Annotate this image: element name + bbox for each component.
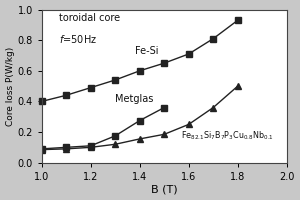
Text: Fe-Si: Fe-Si <box>135 46 158 56</box>
Text: $f$=50Hz: $f$=50Hz <box>59 33 97 45</box>
Text: Fe$_{82.1}$Si$_{7}$B$_{7}$P$_{3}$Cu$_{0.8}$Nb$_{0.1}$: Fe$_{82.1}$Si$_{7}$B$_{7}$P$_{3}$Cu$_{0.… <box>182 130 274 142</box>
Text: Metglas: Metglas <box>115 94 154 104</box>
Y-axis label: Core loss P(W/kg): Core loss P(W/kg) <box>6 46 15 126</box>
X-axis label: B (T): B (T) <box>151 184 178 194</box>
Text: toroidal core: toroidal core <box>59 13 120 23</box>
